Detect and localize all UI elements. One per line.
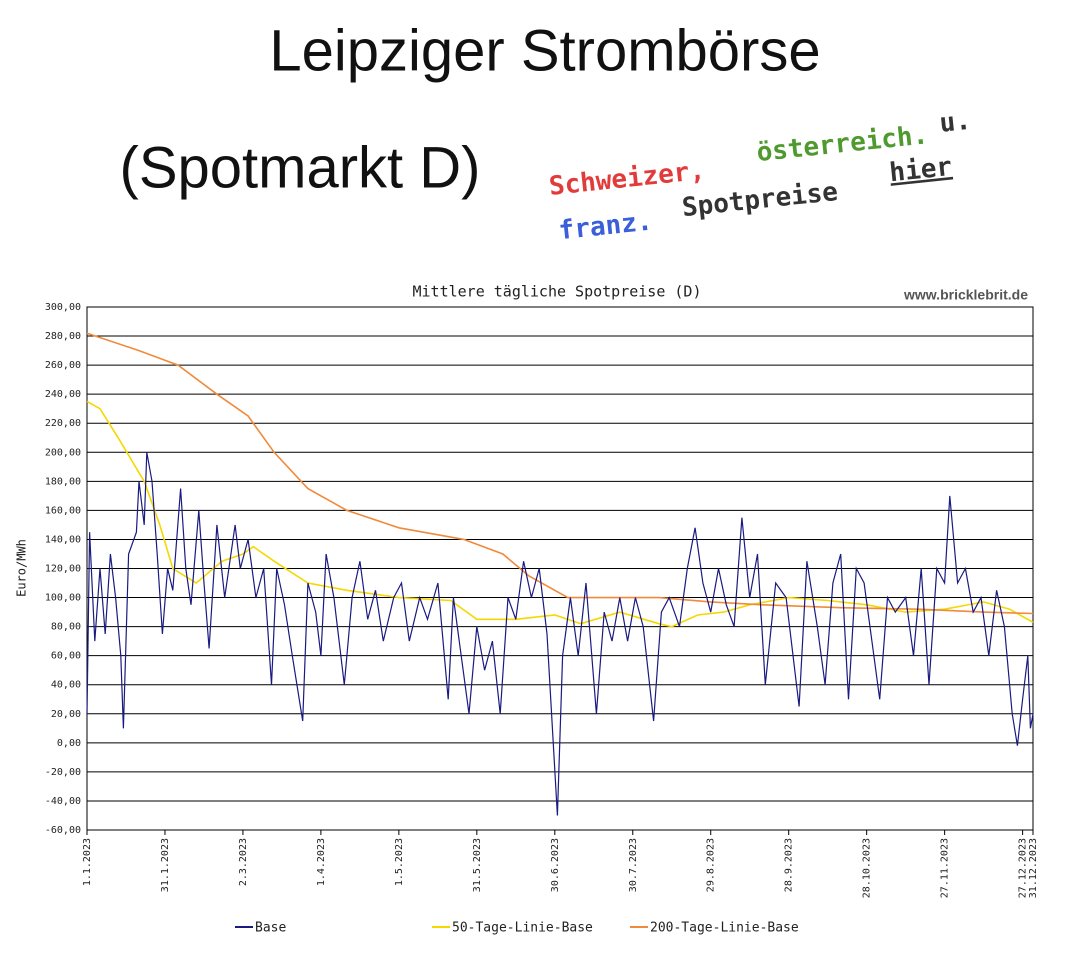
y-tick-label: 0,00 — [57, 738, 81, 749]
y-tick-label: 300,00 — [45, 302, 81, 313]
y-tick-label: -20,00 — [45, 767, 81, 778]
x-tick-label: 30.6.2023 — [550, 838, 561, 892]
y-tick-label: 200,00 — [45, 447, 81, 458]
x-tick-label: 30.7.2023 — [628, 838, 639, 892]
x-tick-label: 28.9.2023 — [784, 838, 795, 892]
x-tick-label: 31.1.2023 — [160, 838, 171, 892]
series-line — [86, 452, 1034, 816]
x-tick-label: 29.8.2023 — [706, 838, 717, 892]
x-tick-label: 31.5.2023 — [472, 838, 483, 892]
y-tick-label: 80,00 — [51, 622, 81, 633]
y-tick-label: -40,00 — [45, 796, 81, 807]
x-tick-label: 31.12.2023 — [1028, 838, 1039, 898]
y-tick-label: 280,00 — [45, 331, 81, 342]
x-tick-label: 28.10.2023 — [862, 838, 873, 898]
y-tick-label: 220,00 — [45, 418, 81, 429]
spot-price-link[interactable]: Schweizer,österreich. u.franz.Spotpreiseh… — [545, 106, 979, 247]
legend-label: 200-Tage-Linie-Base — [650, 921, 799, 936]
page-title: Leipziger Strombörse — [269, 18, 820, 83]
x-tick-label: 1.4.2023 — [316, 838, 327, 886]
link-word[interactable]: u. — [938, 106, 972, 139]
watermark: www.bricklebrit.de — [903, 287, 1028, 303]
legend-label: 50-Tage-Linie-Base — [452, 921, 593, 936]
y-tick-label: 260,00 — [45, 360, 81, 371]
y-tick-label: 20,00 — [51, 709, 81, 720]
x-tick-label: 1.5.2023 — [394, 838, 405, 886]
y-tick-label: 100,00 — [45, 593, 81, 604]
y-tick-label: 140,00 — [45, 534, 81, 545]
y-tick-label: 180,00 — [45, 476, 81, 487]
link-word[interactable]: hier — [888, 152, 953, 188]
link-word[interactable]: franz. — [557, 207, 654, 247]
x-tick-label: 2.3.2023 — [238, 838, 249, 886]
page-subtitle: (Spotmarkt D) — [120, 135, 481, 200]
y-tick-label: 60,00 — [51, 651, 81, 662]
series-line — [86, 332, 1034, 615]
y-tick-label: 160,00 — [45, 505, 81, 516]
x-tick-label: 27.11.2023 — [940, 838, 951, 898]
x-tick-label: 1.1.2023 — [82, 838, 93, 886]
y-tick-label: 40,00 — [51, 680, 81, 691]
legend-label: Base — [255, 921, 286, 936]
y-axis-label: Euro/MWh — [15, 539, 29, 597]
y-tick-label: 120,00 — [45, 564, 81, 575]
y-tick-label: 240,00 — [45, 389, 81, 400]
y-tick-label: -60,00 — [45, 825, 81, 836]
x-tick-label: 27.12.2023 — [1018, 838, 1029, 898]
chart-title: Mittlere tägliche Spotpreise (D) — [413, 283, 702, 301]
